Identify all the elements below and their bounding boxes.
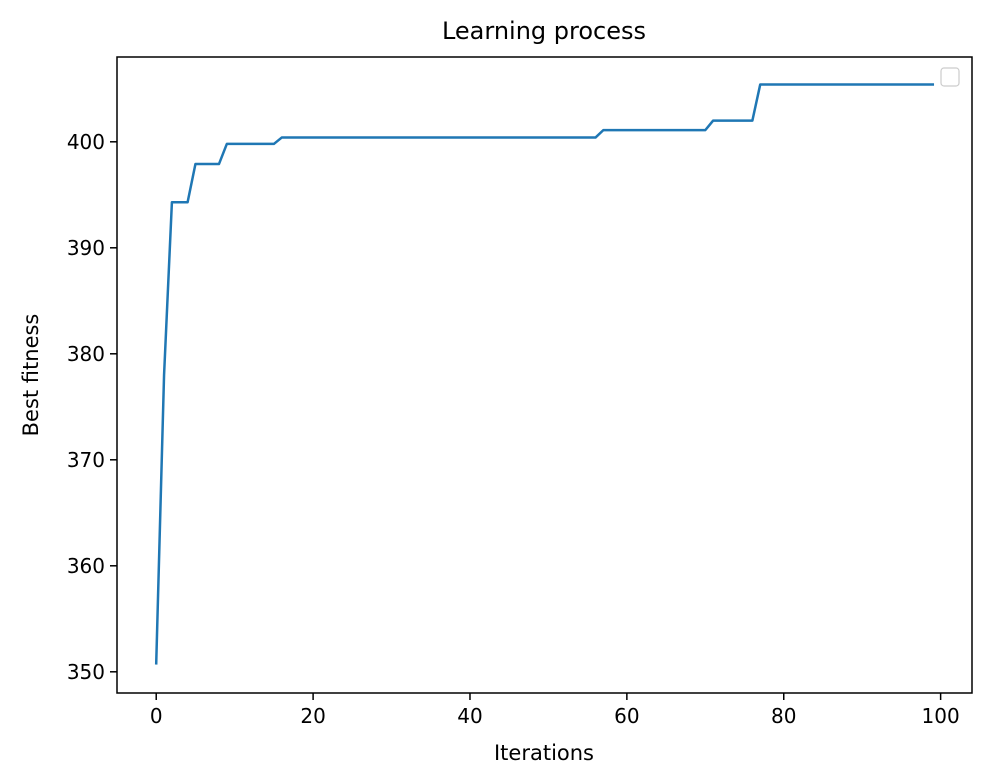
axis-ticks: 0 20 40 60 80 100 350 360 370 380 390 400 bbox=[67, 130, 960, 728]
x-tick-label: 80 bbox=[771, 704, 796, 728]
series-line bbox=[154, 83, 935, 665]
x-tick-label: 60 bbox=[614, 704, 639, 728]
x-tick-label: 0 bbox=[150, 704, 163, 728]
y-tick-label: 400 bbox=[67, 130, 105, 154]
x-tick-label: 20 bbox=[300, 704, 325, 728]
y-tick-label: 360 bbox=[67, 554, 105, 578]
y-tick-label: 390 bbox=[67, 236, 105, 260]
x-tick-label: 100 bbox=[922, 704, 960, 728]
chart-title: Learning process bbox=[442, 17, 646, 45]
x-axis-label: Iterations bbox=[494, 741, 594, 765]
y-tick-label: 380 bbox=[67, 342, 105, 366]
y-axis-label: Best fitness bbox=[19, 314, 43, 437]
plot-area bbox=[154, 83, 935, 665]
legend-box bbox=[940, 67, 960, 87]
x-tick-label: 40 bbox=[457, 704, 482, 728]
y-tick-label: 370 bbox=[67, 448, 105, 472]
y-tick-label: 350 bbox=[67, 660, 105, 684]
axes-frame bbox=[116, 56, 973, 694]
